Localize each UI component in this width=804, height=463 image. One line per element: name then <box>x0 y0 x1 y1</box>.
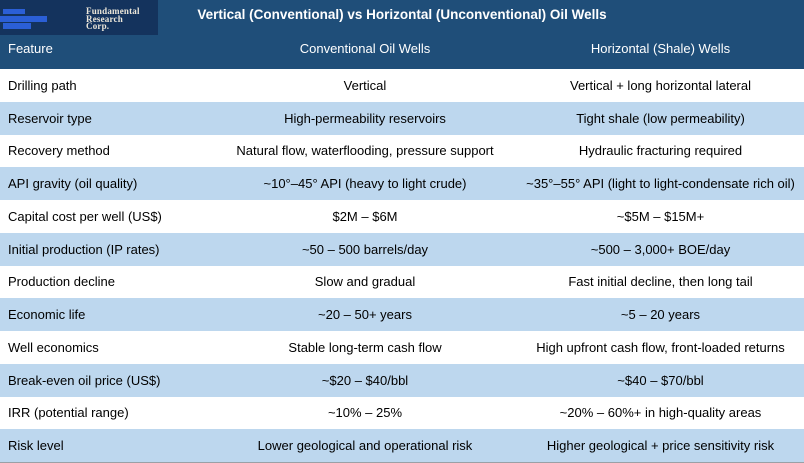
cell-conventional: Natural flow, waterflooding, pressure su… <box>236 143 494 159</box>
cell-feature: Recovery method <box>8 143 110 159</box>
cell-feature: Initial production (IP rates) <box>8 241 160 257</box>
cell-feature: Economic life <box>8 307 86 323</box>
logo-wordmark: Fundamental Research Corp. <box>86 6 140 31</box>
table-row: Well economics Stable long-term cash flow… <box>0 331 804 364</box>
cell-conventional: $2M – $6M <box>332 208 398 224</box>
column-header-row: Feature Conventional Oil Wells Horizonta… <box>0 41 804 56</box>
logo-line: Corp. <box>86 21 110 31</box>
table-row: Drilling path Vertical Vertical + long hor… <box>0 69 804 102</box>
cell-horizontal: Higher geological + price sensitivity ri… <box>546 438 775 454</box>
logo-line: Fundamental <box>86 6 140 16</box>
cell-horizontal: ~20% – 60%+ in high-quality areas <box>559 405 762 421</box>
column-header-conventional: Conventional Oil Wells <box>299 41 431 56</box>
cell-horizontal: ~35°–55° API (light to light-condensate … <box>526 176 795 192</box>
cell-horizontal: Vertical + long horizontal lateral <box>569 77 752 93</box>
cell-conventional: ~10% – 25% <box>327 405 403 421</box>
table-row: Recovery method Natural flow, waterfloodi… <box>0 134 804 168</box>
cell-feature: Production decline <box>8 274 115 290</box>
cell-feature: IRR (potential range) <box>8 405 129 421</box>
cell-conventional: ~10°–45° API (heavy to light crude) <box>263 176 467 192</box>
logo-line: Research <box>86 13 123 24</box>
cell-conventional: Slow and gradual <box>314 274 416 290</box>
column-header-horizontal: Horizontal (Shale) Wells <box>590 41 731 56</box>
fundamental-research-logo: Fundamental Research Corp. <box>0 0 158 35</box>
cell-conventional: High-permeability reservoirs <box>284 110 446 126</box>
table-row: Break-even oil price (US$) ~$20 – $40/bbl… <box>0 363 804 397</box>
cell-conventional: Stable long-term cash flow <box>288 339 442 355</box>
logo-bar-icon <box>0 16 47 22</box>
table-row: IRR (potential range) ~10% – 25% ~20% – 60… <box>0 396 804 430</box>
cell-conventional: ~20 – 50+ years <box>318 307 412 323</box>
table-row: Risk level Lower geological and operation… <box>0 429 804 462</box>
cell-feature: Break-even oil price (US$) <box>8 372 161 388</box>
cell-feature: API gravity (oil quality) <box>8 176 138 192</box>
cell-conventional: Vertical <box>343 77 387 93</box>
cell-horizontal: Tight shale (low permeability) <box>576 110 745 126</box>
table-row: Reservoir type High-permeability reservoi… <box>0 101 804 135</box>
cell-feature: Drilling path <box>8 77 77 93</box>
cell-feature: Reservoir type <box>8 110 92 126</box>
cell-horizontal: ~5 – 20 years <box>620 307 701 323</box>
cell-conventional: Lower geological and operational risk <box>257 438 473 454</box>
table-row: Capital cost per well (US$) $2M – $6M ~$5M… <box>0 200 804 233</box>
column-header-feature: Feature <box>8 41 53 56</box>
cell-feature: Risk level <box>8 438 64 454</box>
cell-horizontal: ~$5M – $15M+ <box>616 208 705 224</box>
cell-conventional: ~50 – 500 barrels/day <box>301 241 429 257</box>
table-row: API gravity (oil quality) ~10°–45° API (h… <box>0 167 804 200</box>
table-header: Fundamental Research Corp. Vertical (Con… <box>0 0 804 69</box>
logo-bar-icon <box>3 23 31 29</box>
table-row: Production decline Slow and gradual Fast i… <box>0 265 804 299</box>
page-title: Vertical (Conventional) vs Horizontal (U… <box>197 7 607 22</box>
table-row: Economic life ~20 – 50+ years ~5 – 20 year… <box>0 298 804 331</box>
table-body: Drilling path Vertical Vertical + long hor… <box>0 69 804 462</box>
cell-horizontal: High upfront cash flow, front-loaded ret… <box>536 339 785 355</box>
cell-feature: Well economics <box>8 339 99 355</box>
cell-horizontal: Hydraulic fracturing required <box>578 143 743 159</box>
cell-conventional: ~$20 – $40/bbl <box>321 372 409 388</box>
cell-horizontal: ~500 – 3,000+ BOE/day <box>590 241 731 257</box>
cell-feature: Capital cost per well (US$) <box>8 208 162 224</box>
cell-horizontal: ~$40 – $70/bbl <box>617 372 704 388</box>
table-row: Initial production (IP rates) ~50 – 500 b… <box>0 232 804 266</box>
logo-bar-icon <box>3 9 25 14</box>
cell-horizontal: Fast initial decline, then long tail <box>568 274 753 290</box>
